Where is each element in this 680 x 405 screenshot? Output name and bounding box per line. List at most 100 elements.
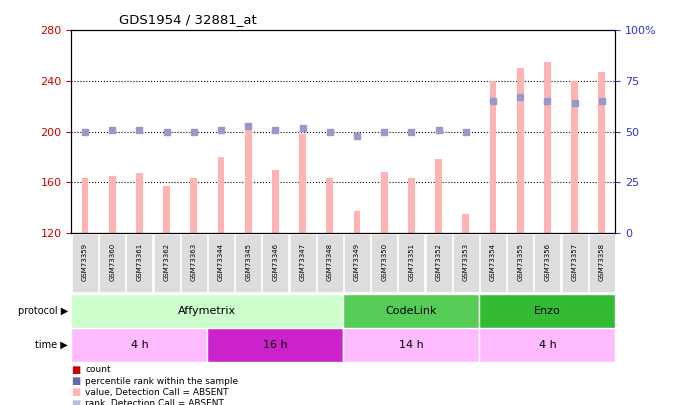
Bar xyxy=(479,328,615,362)
Bar xyxy=(71,294,343,328)
Point xyxy=(352,132,362,139)
Bar xyxy=(235,234,261,292)
Bar xyxy=(126,234,152,292)
Text: value, Detection Call = ABSENT: value, Detection Call = ABSENT xyxy=(85,388,228,397)
Point xyxy=(188,128,199,135)
Bar xyxy=(354,211,360,233)
Bar xyxy=(343,294,479,328)
Text: GSM73361: GSM73361 xyxy=(137,243,142,281)
Text: protocol ▶: protocol ▶ xyxy=(18,306,68,316)
Text: 16 h: 16 h xyxy=(263,340,288,350)
Point xyxy=(406,128,417,135)
Bar xyxy=(462,214,469,233)
Point xyxy=(542,98,553,104)
Bar xyxy=(245,125,252,233)
Bar xyxy=(290,234,316,292)
Point xyxy=(379,128,390,135)
Point xyxy=(216,126,226,133)
Bar xyxy=(435,160,442,233)
Point xyxy=(107,126,118,133)
Bar xyxy=(218,157,224,233)
Bar xyxy=(371,234,397,292)
Bar xyxy=(154,234,180,292)
Text: GSM73360: GSM73360 xyxy=(109,243,115,281)
Text: count: count xyxy=(85,365,111,374)
Text: 4 h: 4 h xyxy=(539,340,556,350)
Bar xyxy=(544,62,551,233)
Bar xyxy=(207,328,343,362)
Text: GSM73347: GSM73347 xyxy=(300,243,305,281)
Bar xyxy=(589,234,615,292)
Text: Affymetrix: Affymetrix xyxy=(178,306,237,316)
Text: GSM73362: GSM73362 xyxy=(164,243,169,281)
Text: GSM73351: GSM73351 xyxy=(409,243,414,281)
Bar xyxy=(136,173,143,233)
Text: CodeLink: CodeLink xyxy=(386,306,437,316)
Point xyxy=(515,94,526,100)
Bar xyxy=(71,328,207,362)
Text: GSM73352: GSM73352 xyxy=(436,243,441,281)
Bar xyxy=(344,234,370,292)
Bar xyxy=(299,134,306,233)
Bar xyxy=(453,234,479,292)
Bar xyxy=(562,234,588,292)
Bar xyxy=(408,179,415,233)
Bar xyxy=(571,81,578,233)
Bar xyxy=(99,234,125,292)
Point xyxy=(433,126,444,133)
Point xyxy=(270,126,281,133)
Text: ■: ■ xyxy=(71,388,81,397)
Bar xyxy=(262,234,288,292)
Text: GSM73353: GSM73353 xyxy=(463,243,469,281)
Bar xyxy=(343,328,479,362)
Bar xyxy=(517,68,524,233)
Point xyxy=(243,122,254,129)
Text: GSM73355: GSM73355 xyxy=(517,243,523,281)
Text: ■: ■ xyxy=(71,376,81,386)
Text: rank, Detection Call = ABSENT: rank, Detection Call = ABSENT xyxy=(85,399,224,405)
Point xyxy=(161,128,172,135)
Text: time ▶: time ▶ xyxy=(35,340,68,350)
Bar xyxy=(490,81,496,233)
Text: GSM73354: GSM73354 xyxy=(490,243,496,281)
Text: GSM73359: GSM73359 xyxy=(82,243,88,281)
Text: GSM73363: GSM73363 xyxy=(191,243,197,281)
Point xyxy=(596,98,607,104)
Text: GSM73357: GSM73357 xyxy=(572,243,577,281)
Text: 14 h: 14 h xyxy=(399,340,424,350)
Point xyxy=(569,100,580,107)
Bar xyxy=(163,186,170,233)
Bar xyxy=(479,294,615,328)
Text: GSM73344: GSM73344 xyxy=(218,243,224,281)
Text: GSM73358: GSM73358 xyxy=(599,243,605,281)
Text: GSM73348: GSM73348 xyxy=(327,243,333,281)
Text: GDS1954 / 32881_at: GDS1954 / 32881_at xyxy=(119,13,257,26)
Bar xyxy=(398,234,424,292)
Text: ■: ■ xyxy=(71,399,81,405)
Text: GSM73346: GSM73346 xyxy=(273,243,278,281)
Point xyxy=(324,128,335,135)
Text: Enzo: Enzo xyxy=(534,306,561,316)
Bar xyxy=(208,234,234,292)
Bar xyxy=(72,234,98,292)
Point xyxy=(460,128,471,135)
Bar xyxy=(598,72,605,233)
Text: percentile rank within the sample: percentile rank within the sample xyxy=(85,377,238,386)
Bar xyxy=(109,176,116,233)
Bar xyxy=(507,234,533,292)
Bar xyxy=(190,179,197,233)
Bar xyxy=(426,234,452,292)
Point xyxy=(488,98,498,104)
Bar xyxy=(381,172,388,233)
Text: 4 h: 4 h xyxy=(131,340,148,350)
Bar xyxy=(272,170,279,233)
Point xyxy=(297,124,308,131)
Text: GSM73350: GSM73350 xyxy=(381,243,387,281)
Point xyxy=(134,126,145,133)
Bar xyxy=(480,234,506,292)
Text: GSM73349: GSM73349 xyxy=(354,243,360,281)
Point xyxy=(80,128,90,135)
Text: GSM73345: GSM73345 xyxy=(245,243,251,281)
Text: ■: ■ xyxy=(71,365,81,375)
Text: GSM73356: GSM73356 xyxy=(545,243,550,281)
